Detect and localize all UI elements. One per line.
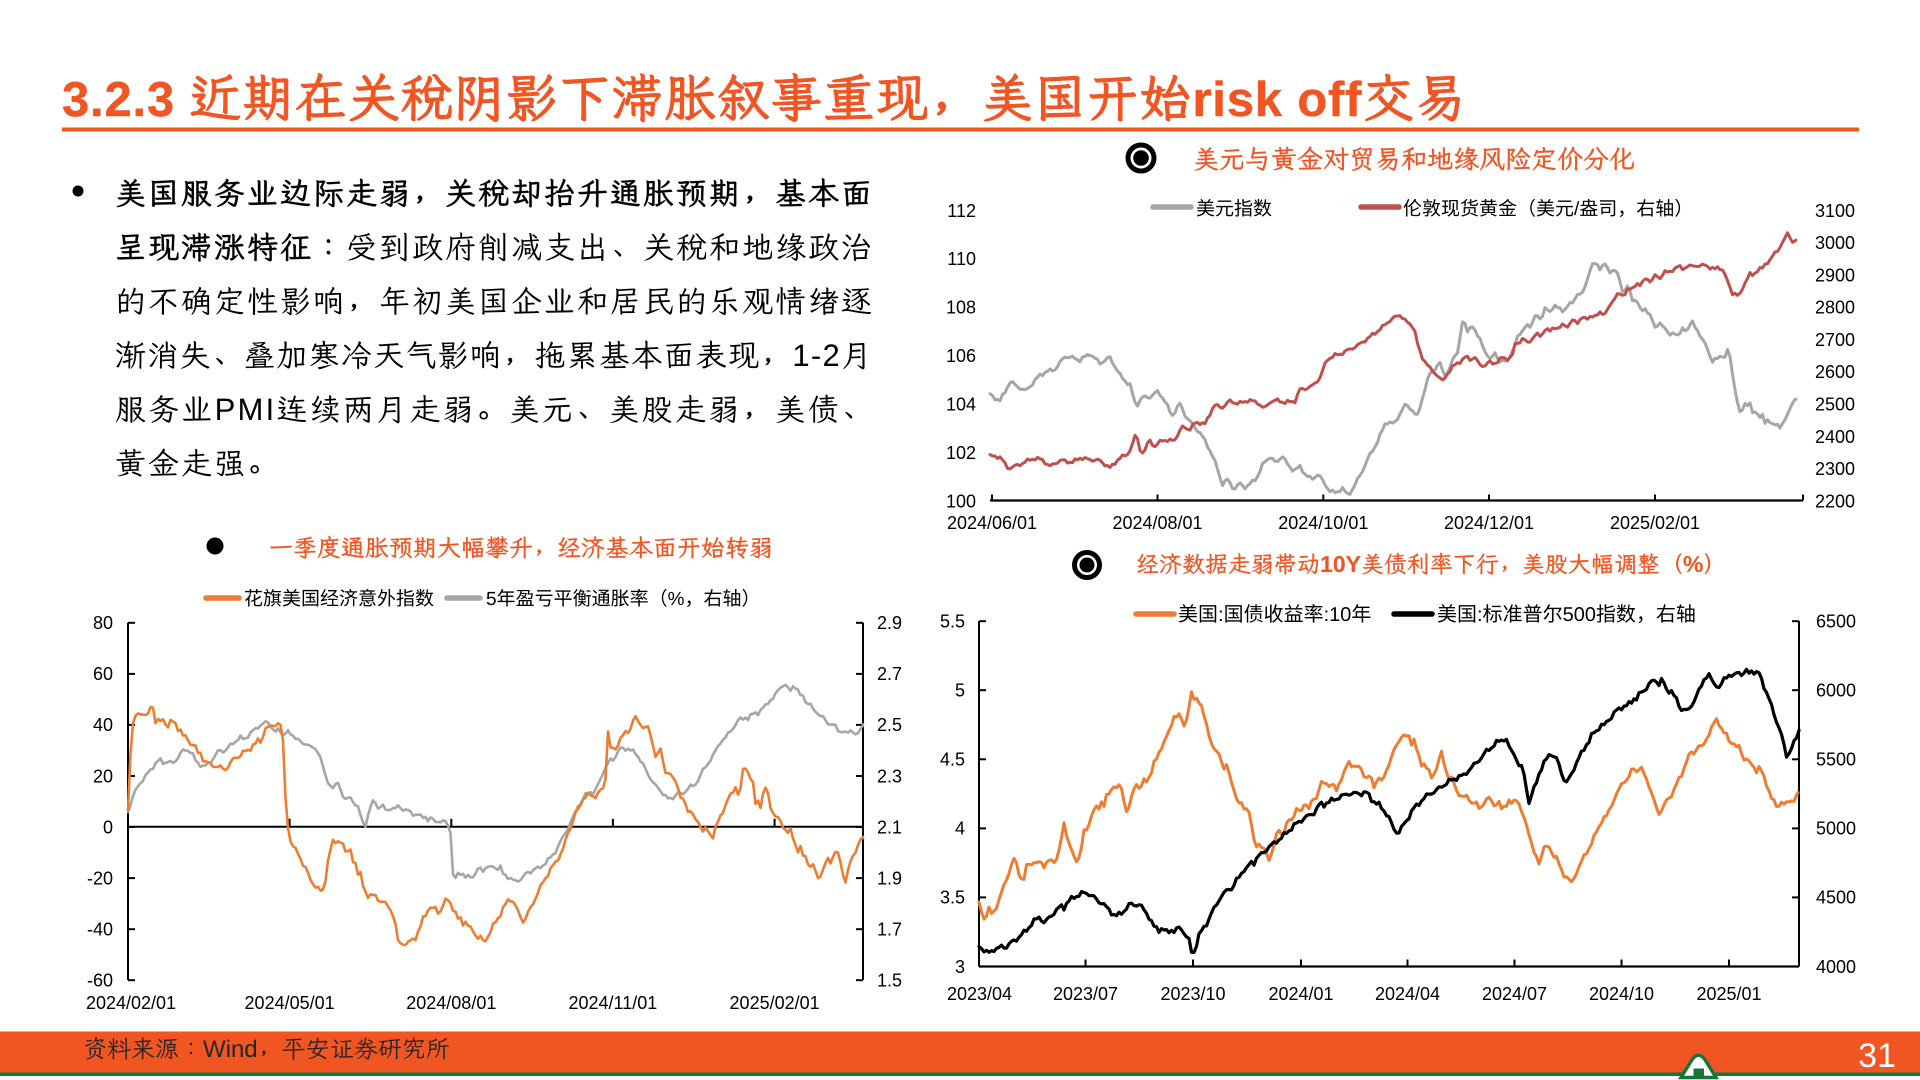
svg-text:2024/01: 2024/01 [1268,984,1333,1004]
svg-text:112: 112 [947,201,976,221]
svg-text:2024/04: 2024/04 [1375,984,1440,1004]
svg-text:2.7: 2.7 [877,664,902,684]
svg-text:4: 4 [955,819,965,839]
svg-text:5.5: 5.5 [940,612,965,632]
svg-text:2023/10: 2023/10 [1160,984,1225,1004]
svg-text:2023/04: 2023/04 [947,984,1012,1004]
svg-text:2300: 2300 [1815,459,1855,479]
svg-text:5: 5 [955,681,965,701]
svg-text:3.5: 3.5 [940,888,965,908]
svg-text:2600: 2600 [1815,362,1855,382]
svg-text:1.7: 1.7 [877,920,902,940]
svg-text:5000: 5000 [1816,819,1856,839]
svg-text:5500: 5500 [1816,750,1856,770]
svg-text:6500: 6500 [1816,612,1856,632]
svg-text:2024/05/01: 2024/05/01 [245,993,335,1013]
svg-text:2023/07: 2023/07 [1053,984,1118,1004]
svg-text:2025/02/01: 2025/02/01 [1610,513,1700,533]
svg-text:-40: -40 [87,920,113,940]
svg-text:2.9: 2.9 [877,613,902,633]
svg-text:3100: 3100 [1815,201,1855,221]
svg-text:1.5: 1.5 [877,971,902,991]
svg-text:106: 106 [946,346,976,366]
svg-text:4000: 4000 [1816,957,1856,977]
svg-text:2025/01: 2025/01 [1696,984,1761,1004]
svg-text:108: 108 [946,298,976,318]
svg-text:2024/08/01: 2024/08/01 [1112,513,1202,533]
svg-text:2800: 2800 [1815,298,1855,318]
svg-text:2024/12/01: 2024/12/01 [1444,513,1534,533]
svg-text:20: 20 [93,766,113,786]
svg-text:2.3: 2.3 [877,766,902,786]
svg-text:2024/06/01: 2024/06/01 [947,513,1037,533]
svg-text:102: 102 [946,443,976,463]
svg-text:2200: 2200 [1815,491,1855,511]
svg-text:-20: -20 [87,868,113,888]
svg-text:31: 31 [1858,1037,1896,1075]
svg-text:80: 80 [93,613,113,633]
svg-text:2400: 2400 [1815,427,1855,447]
svg-text:2.1: 2.1 [877,817,902,837]
svg-text:110: 110 [947,249,976,269]
svg-text:2025/02/01: 2025/02/01 [730,993,820,1013]
svg-text:2900: 2900 [1815,265,1855,285]
svg-text:2500: 2500 [1815,395,1855,415]
svg-text:3000: 3000 [1815,233,1855,253]
svg-text:0: 0 [103,817,113,837]
svg-text:4.5: 4.5 [940,750,965,770]
svg-text:4500: 4500 [1816,888,1856,908]
svg-text:60: 60 [93,664,113,684]
svg-text:6000: 6000 [1816,681,1856,701]
svg-text:3: 3 [955,957,965,977]
svg-text:40: 40 [93,715,113,735]
svg-text:2024/02/01: 2024/02/01 [86,993,176,1013]
svg-text:2024/08/01: 2024/08/01 [406,993,496,1013]
svg-text:2024/07: 2024/07 [1482,984,1547,1004]
svg-text:-60: -60 [87,971,113,991]
svg-text:2024/10: 2024/10 [1589,984,1654,1004]
svg-text:1.9: 1.9 [877,868,902,888]
svg-text:2024/10/01: 2024/10/01 [1278,513,1368,533]
svg-text:2024/11/01: 2024/11/01 [569,993,658,1013]
svg-text:2.5: 2.5 [877,715,902,735]
svg-text:100: 100 [946,491,976,511]
svg-text:2700: 2700 [1815,330,1855,350]
svg-text:104: 104 [946,395,976,415]
